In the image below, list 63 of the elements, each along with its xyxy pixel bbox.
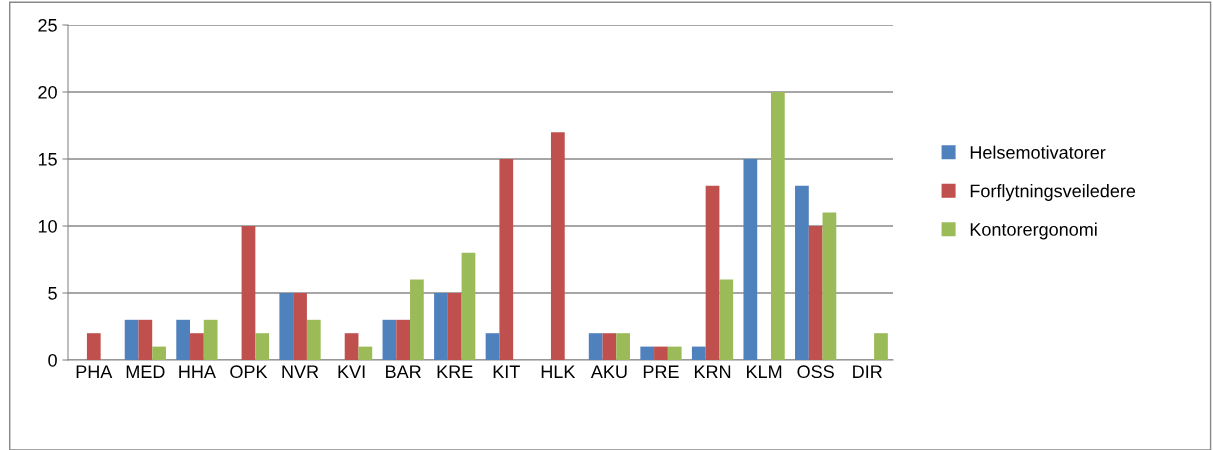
bar bbox=[410, 279, 424, 360]
bar bbox=[382, 319, 397, 360]
bar bbox=[550, 132, 565, 360]
x-tick-label: OSS bbox=[797, 365, 834, 379]
bar bbox=[588, 333, 603, 360]
y-tick-label: 15 bbox=[38, 153, 57, 166]
bar bbox=[743, 159, 758, 360]
x-tick-label: NVR bbox=[282, 365, 319, 378]
x-tick-label: KRE bbox=[437, 365, 473, 378]
bar bbox=[640, 346, 655, 360]
x-tick-label: KIT bbox=[493, 365, 520, 378]
bar bbox=[447, 293, 462, 360]
bar bbox=[874, 333, 888, 360]
x-tick-label: PRE bbox=[643, 365, 679, 378]
legend-label: Helsemotivatorer bbox=[970, 145, 1106, 159]
legend-label: Forflytningsveiledere bbox=[970, 184, 1136, 201]
bar bbox=[241, 226, 256, 360]
bar bbox=[461, 252, 476, 360]
x-tick-label: DIR bbox=[853, 365, 882, 378]
x-tick-label: HHA bbox=[179, 365, 216, 378]
bar bbox=[138, 319, 153, 360]
bar bbox=[293, 293, 307, 360]
bar bbox=[719, 279, 734, 360]
legend-label: Kontorergonomi bbox=[970, 222, 1097, 240]
bar bbox=[255, 333, 270, 360]
bar bbox=[691, 346, 706, 360]
x-tick-label: HLK bbox=[541, 365, 576, 378]
bar bbox=[654, 346, 668, 360]
bar bbox=[602, 333, 617, 360]
bar bbox=[86, 333, 101, 360]
y-tick-label: 0 bbox=[48, 353, 57, 367]
y-tick-label: 20 bbox=[38, 85, 57, 99]
bar bbox=[770, 92, 785, 360]
bar bbox=[358, 346, 373, 360]
bar bbox=[176, 319, 191, 360]
bar bbox=[822, 212, 837, 360]
bar bbox=[203, 319, 218, 360]
x-tick-label: MED bbox=[126, 365, 165, 378]
y-tick-label: 25 bbox=[38, 18, 57, 32]
bar bbox=[795, 185, 809, 360]
x-tick-label: KRN bbox=[694, 365, 731, 378]
x-tick-label: AKU bbox=[590, 365, 627, 379]
bar bbox=[152, 346, 166, 360]
bar bbox=[808, 226, 823, 360]
x-tick-label: BAR bbox=[386, 365, 421, 378]
y-tick-label: 10 bbox=[38, 219, 57, 233]
y-tick-label: 5 bbox=[48, 287, 57, 300]
bar bbox=[396, 319, 411, 360]
x-tick-label: KVI bbox=[338, 365, 365, 378]
x-tick-label: OPK bbox=[230, 365, 268, 379]
bar bbox=[306, 319, 321, 360]
bar bbox=[485, 333, 500, 360]
bar bbox=[344, 333, 359, 360]
bar bbox=[124, 319, 139, 360]
bar bbox=[499, 159, 514, 360]
bar bbox=[279, 293, 294, 360]
bar bbox=[667, 346, 682, 360]
x-tick-label: KLM bbox=[747, 365, 782, 378]
x-tick-label: PHA bbox=[76, 365, 113, 378]
bar bbox=[616, 333, 631, 360]
bar bbox=[434, 293, 448, 360]
bar bbox=[705, 185, 720, 360]
bar bbox=[190, 333, 204, 360]
